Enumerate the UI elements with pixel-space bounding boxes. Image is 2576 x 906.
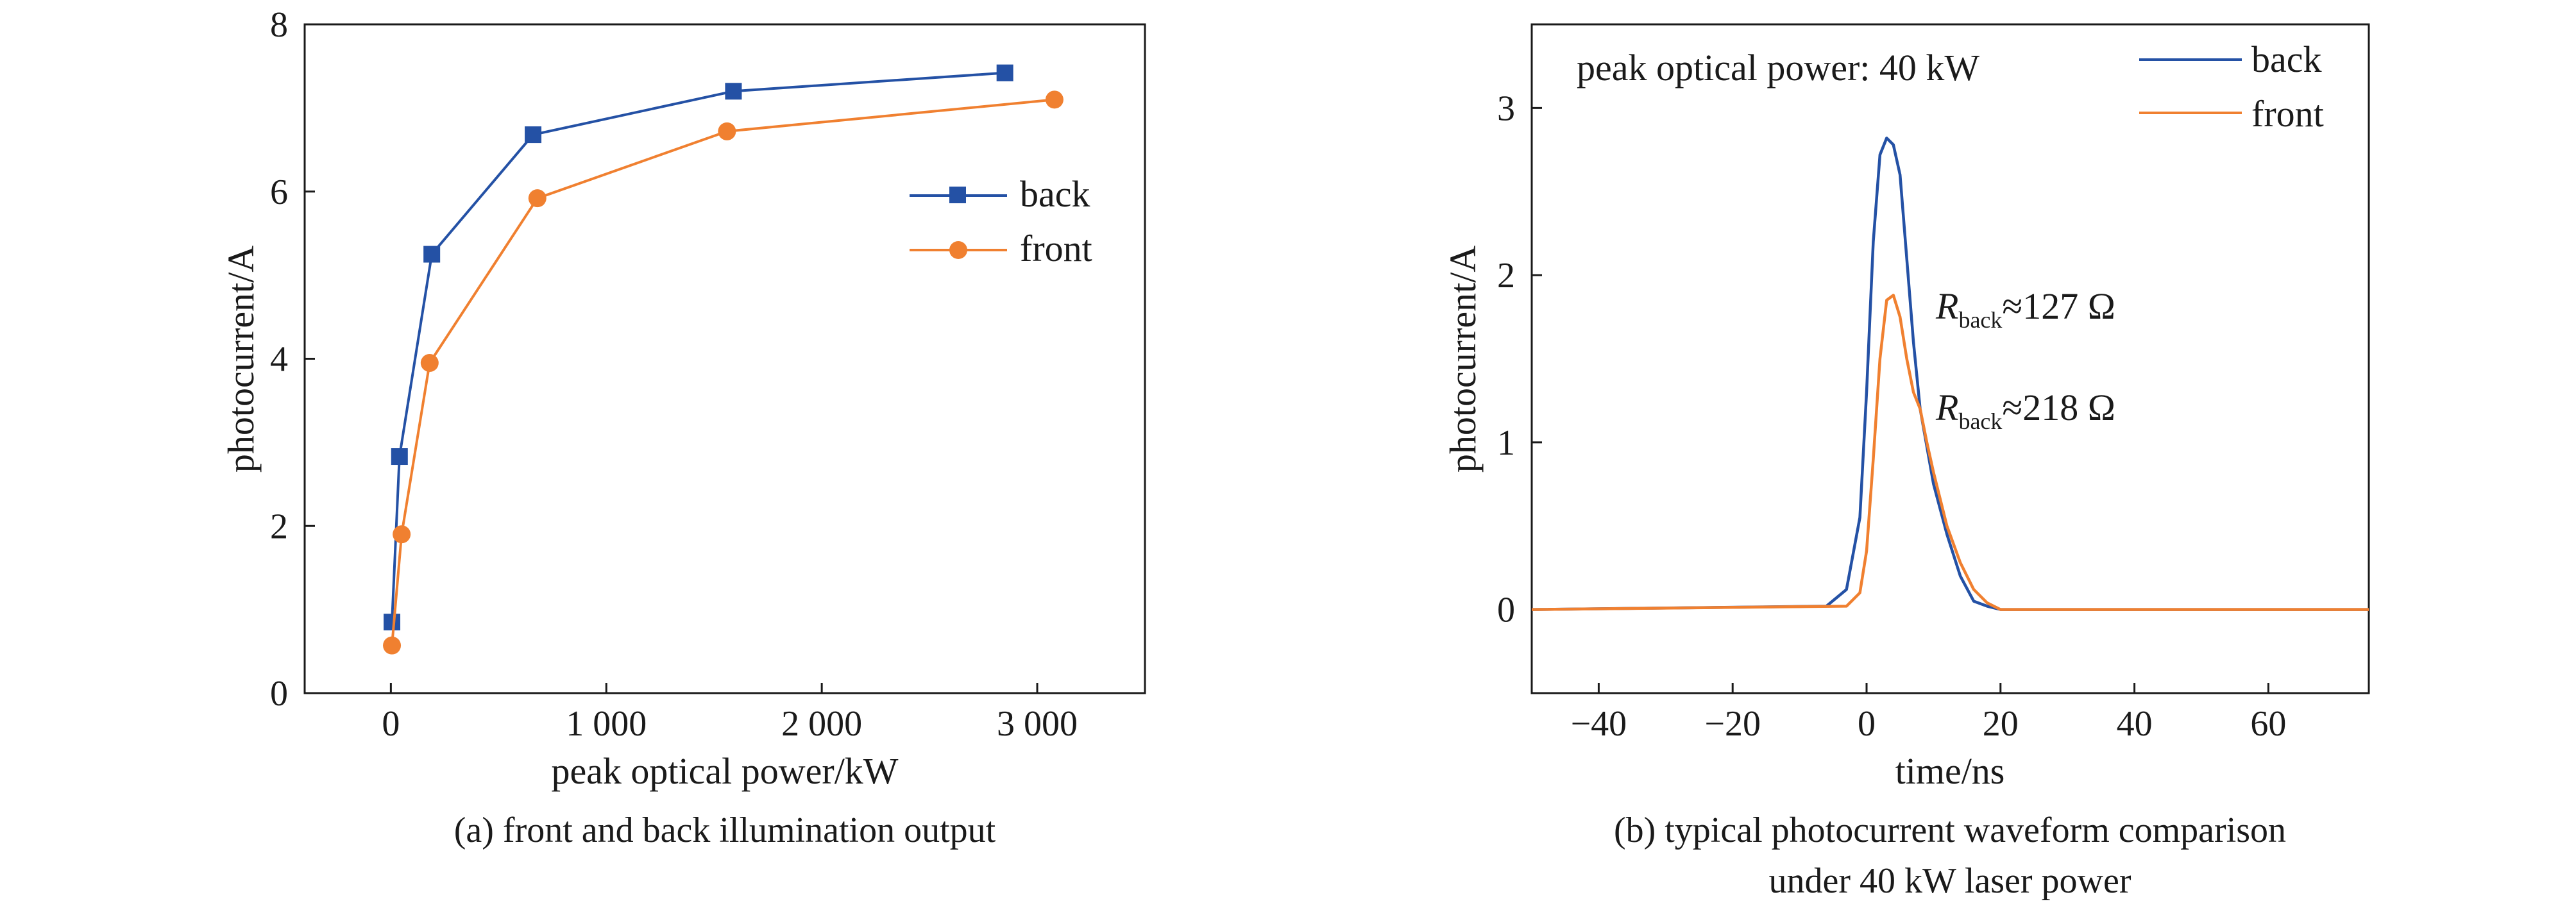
chart-b-series-back-line (1531, 137, 2369, 611)
chart-b-frame (1530, 23, 2370, 694)
chart-a-x-tick-labels: 0 1 000 2 000 3 000 (382, 704, 1078, 744)
chart-a-series-front-line (391, 98, 1055, 646)
chart-a-x-tick-label: 2 000 (781, 704, 862, 744)
chart-a-point-back (525, 126, 542, 144)
legend-front-label-b: front (2251, 93, 2324, 135)
r-back-label-1-main: R (1935, 285, 1958, 327)
chart-a-x-tick-label: 3 000 (997, 704, 1078, 744)
chart-b-x-tick-label: 20 (1983, 704, 2019, 744)
chart-b-x-tick-label: −20 (1704, 704, 1761, 744)
chart-b-y-tick-label: 3 (1497, 88, 1515, 128)
legend-front-marker (949, 241, 967, 259)
chart-a-point-back (423, 246, 441, 263)
r-back-label-2: Rback≈218 Ω (1935, 387, 2115, 434)
chart-b-x-tick-label: −40 (1571, 704, 1627, 744)
chart-a-ticks (305, 23, 1038, 694)
chart-b-x-axis-label: time/ns (1895, 750, 2005, 792)
chart-a-point-front (1045, 90, 1063, 109)
chart-b-y-axis-label: photocurrent/A (1442, 246, 1484, 473)
r-back-label-2-main: R (1935, 387, 1958, 428)
chart-a: 0 1 000 2 000 3 000 0 2 4 6 8 peak optical powe… (220, 5, 1146, 850)
chart-a-point-back (725, 83, 742, 100)
chart-b-caption-line-1: (b) typical photocurrent waveform compar… (1614, 810, 2286, 850)
chart-b-y-tick-label: 1 (1497, 423, 1515, 463)
chart-b-x-tick-label: 0 (1858, 704, 1876, 744)
chart-b-y-tick-label: 2 (1497, 256, 1515, 296)
chart-a-y-tick-labels: 0 2 4 6 8 (270, 5, 288, 714)
chart-a-point-back (996, 64, 1013, 81)
chart-a-y-tick-label: 6 (270, 172, 288, 212)
chart-a-point-back (384, 614, 401, 631)
chart-a-point-front (528, 189, 547, 208)
chart-a-x-tick-label: 1 000 (566, 704, 647, 744)
chart-a-series (383, 64, 1063, 655)
chart-b-series-front-line (1531, 294, 2369, 611)
r-back-label-1-sub: back (1958, 307, 2002, 333)
chart-b-legend: back front (2139, 38, 2324, 135)
chart-a-y-axis-label: photocurrent/A (220, 246, 262, 473)
chart-a-y-tick-label: 2 (270, 507, 288, 546)
chart-b-y-tick-label: 0 (1497, 591, 1515, 630)
legend-back-marker (949, 187, 966, 203)
chart-b-series (1531, 137, 2369, 611)
legend-back-label: back (1020, 173, 1090, 215)
chart-b-y-tick-labels: 0 1 2 3 (1497, 88, 1515, 630)
chart-a-point-front (718, 122, 736, 140)
chart-a-x-tick-label: 0 (382, 704, 400, 744)
r-back-label-1: Rback≈127 Ω (1935, 285, 2115, 333)
chart-a-x-axis-label: peak optical power/kW (551, 750, 898, 792)
chart-a-point-front (393, 525, 411, 544)
r-back-label-2-sub: back (1958, 408, 2002, 434)
chart-a-y-tick-label: 8 (270, 5, 288, 45)
r-back-label-1-value: ≈127 Ω (2002, 285, 2115, 327)
chart-b: −40 −20 0 20 40 60 0 1 2 3 peak optical power: 4… (1442, 23, 2370, 901)
chart-a-legend: back front (910, 173, 1092, 269)
chart-a-series-back-line (391, 71, 1005, 623)
legend-back-label-b: back (2251, 38, 2322, 80)
chart-a-point-front (383, 636, 402, 655)
r-back-label-2-value: ≈218 Ω (2002, 387, 2115, 428)
peak-power-annotation: peak optical power: 40 kW (1577, 47, 1979, 88)
chart-b-caption-line-2: under 40 kW laser power (1768, 861, 2131, 901)
chart-a-caption: (a) front and back illumination output (454, 810, 996, 850)
legend-front-label: front (1020, 228, 1092, 269)
chart-a-point-front (420, 354, 439, 373)
chart-b-x-tick-label: 40 (2117, 704, 2153, 744)
chart-b-x-tick-labels: −40 −20 0 20 40 60 (1571, 704, 2287, 744)
chart-a-y-tick-label: 4 (270, 340, 288, 380)
chart-a-point-back (391, 448, 408, 466)
chart-b-x-tick-label: 60 (2250, 704, 2286, 744)
chart-b-ticks (1532, 106, 2269, 693)
chart-a-y-tick-label: 0 (270, 674, 288, 714)
